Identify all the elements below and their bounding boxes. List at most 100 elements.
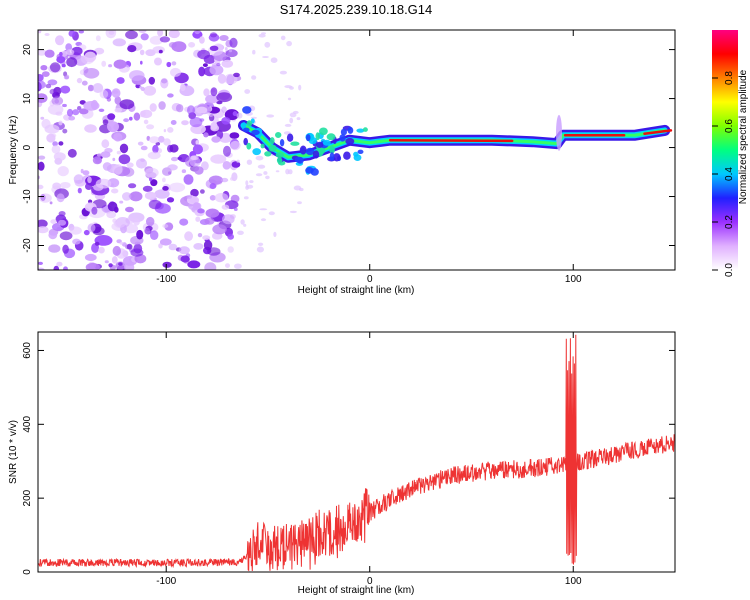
noise-blob (114, 107, 123, 113)
y-tick-label: 0 (22, 569, 33, 575)
colorbar-tick-label: 0.8 (724, 71, 735, 85)
noise-blob (80, 168, 84, 174)
noise-blob (298, 84, 302, 91)
snr-xlabel: Height of straight line (km) (298, 585, 415, 596)
signal-blob (279, 139, 285, 147)
noise-blob (205, 94, 219, 104)
noise-blob (144, 167, 159, 178)
noise-blob (158, 135, 165, 143)
noise-blob (38, 155, 46, 160)
noise-blob (147, 151, 161, 160)
spectrogram-content (38, 30, 673, 270)
noise-blob (199, 36, 205, 44)
noise-blob (149, 177, 153, 182)
signal-blob (296, 157, 304, 164)
noise-blob (171, 61, 177, 66)
track-core (643, 129, 673, 135)
noise-blob (112, 38, 127, 47)
noise-blob (125, 206, 134, 213)
noise-blob (128, 183, 137, 189)
noise-blob (67, 148, 77, 158)
noise-blob (289, 210, 297, 214)
colorbar-label: Normalized spectral amplitude (738, 69, 749, 204)
noise-blob (95, 178, 112, 189)
noise-blob (214, 192, 229, 203)
noise-blob (148, 76, 155, 85)
noise-blob (60, 182, 71, 189)
noise-blob (209, 32, 218, 38)
x-tick-label: 0 (367, 576, 373, 587)
noise-blob (217, 73, 227, 84)
noise-blob (140, 60, 143, 65)
snr-series-line (38, 334, 675, 572)
signal-blob (329, 145, 335, 154)
signal-blob (299, 145, 307, 155)
noise-blob (233, 207, 238, 211)
noise-blob (203, 88, 210, 97)
noise-blob (167, 126, 174, 133)
noise-blob (95, 35, 101, 42)
noise-blob (69, 226, 82, 235)
noise-blob (167, 93, 174, 98)
noise-blob (179, 218, 189, 226)
noise-blob (38, 80, 46, 90)
y-tick-label: 200 (22, 489, 33, 506)
noise-blob (183, 174, 194, 185)
noise-blob (149, 35, 164, 45)
y-tick-label: 10 (22, 93, 33, 105)
noise-blob (114, 206, 119, 213)
signal-blob (275, 152, 285, 158)
noise-blob (99, 89, 109, 99)
noise-blob (265, 175, 270, 180)
signal-blob (276, 157, 283, 164)
noise-blob (113, 164, 123, 175)
noise-blob (62, 128, 68, 134)
noise-blob (83, 101, 100, 111)
noise-blob (192, 202, 201, 209)
signal-blob (357, 149, 364, 154)
noise-blob (138, 30, 147, 34)
y-tick-label: 0 (22, 144, 33, 150)
noise-blob (262, 56, 269, 58)
spectrogram-plot-area (38, 30, 675, 270)
noise-blob (161, 78, 168, 84)
noise-blob (232, 111, 238, 117)
noise-blob (167, 164, 178, 171)
noise-blob (168, 182, 186, 193)
noise-blob (58, 219, 67, 226)
colorbar: 0.0 0.2 0.4 0.6 0.8 Normalized spectral ampl… (712, 30, 749, 277)
noise-blob (184, 231, 194, 242)
noise-blob (263, 171, 268, 175)
noise-blob (72, 109, 80, 116)
noise-blob (118, 262, 123, 266)
noise-blob (58, 141, 64, 146)
signal-blob (308, 137, 317, 145)
noise-blob (229, 49, 232, 53)
noise-blob (288, 169, 293, 175)
noise-blob (108, 263, 113, 268)
noise-blob (169, 144, 179, 153)
noise-blob (38, 30, 42, 34)
colorbar-gradient (712, 30, 738, 270)
x-tick-label: -100 (156, 274, 176, 285)
noise-blob (143, 85, 157, 96)
noise-blob (204, 217, 215, 225)
noise-blob (193, 30, 201, 35)
noise-blob (297, 201, 302, 205)
noise-blob (122, 192, 132, 201)
noise-blob (126, 162, 134, 168)
noise-blob (166, 197, 175, 203)
noise-blob (101, 139, 110, 149)
noise-blob (210, 122, 218, 130)
noise-blob (149, 136, 160, 144)
noise-blob (216, 92, 233, 103)
y-tick-label: -10 (22, 189, 33, 204)
noise-blob (223, 145, 231, 157)
noise-blob (82, 170, 90, 176)
noise-blob (92, 83, 104, 93)
spectrogram-xlabel: Height of straight line (km) (298, 285, 415, 296)
signal-blob (260, 143, 265, 149)
x-tick-label: 100 (565, 274, 582, 285)
noise-blob (56, 193, 65, 203)
